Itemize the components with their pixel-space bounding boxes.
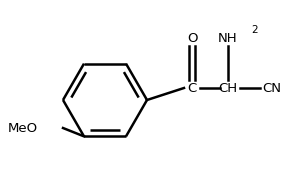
Text: CH: CH (218, 81, 237, 94)
Text: C: C (187, 81, 197, 94)
Text: CN: CN (263, 81, 281, 94)
Text: MeO: MeO (8, 122, 38, 135)
Text: 2: 2 (251, 25, 258, 35)
Text: NH: NH (218, 31, 238, 44)
Text: O: O (187, 31, 197, 44)
